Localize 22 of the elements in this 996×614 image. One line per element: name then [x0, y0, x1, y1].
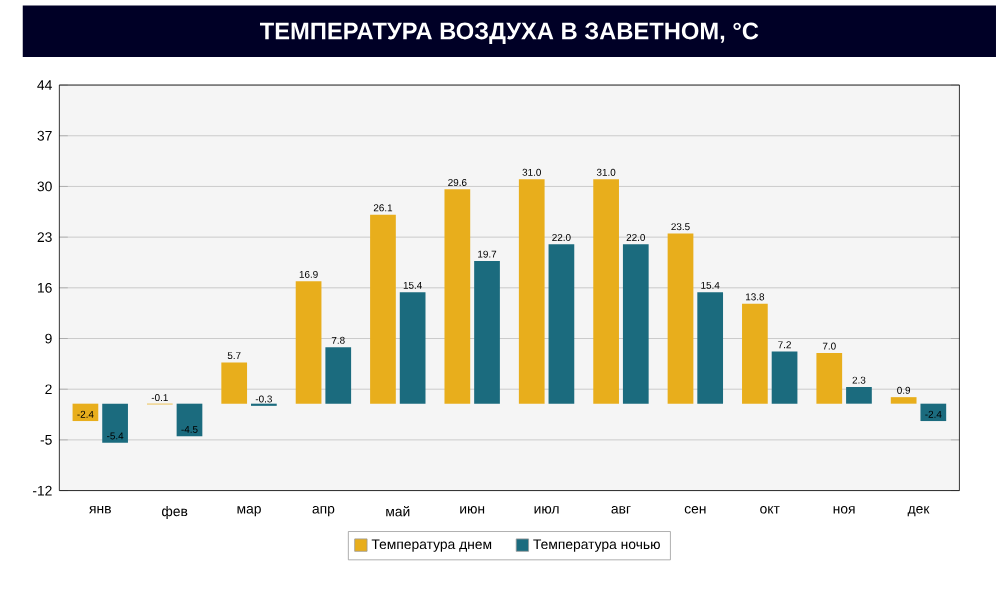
bar: [370, 215, 396, 405]
bar: [102, 404, 128, 444]
bar: [399, 292, 426, 405]
bar: [474, 261, 500, 405]
bar: [816, 353, 843, 405]
bar: [742, 304, 768, 405]
bar: [295, 281, 322, 405]
bar: [920, 404, 947, 422]
bar: [890, 397, 917, 405]
bar: [176, 404, 203, 437]
bar: [667, 233, 694, 405]
chart-title: ТЕМПЕРАТУРА ВОЗДУХА В ЗАВЕТНОМ, °С: [259, 22, 759, 45]
bar: [771, 351, 798, 405]
bar: [846, 387, 872, 405]
bar: [593, 179, 619, 405]
bar: [622, 244, 649, 405]
bar: [221, 362, 248, 405]
bar: [548, 244, 575, 405]
bar: [325, 347, 352, 405]
bar: [697, 292, 724, 405]
bar: [518, 179, 545, 405]
bar: [444, 189, 471, 405]
